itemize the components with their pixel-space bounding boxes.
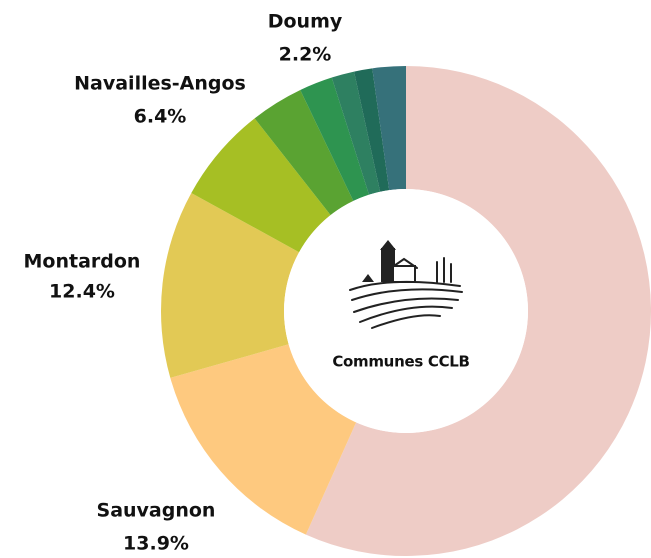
slice <box>254 89 354 216</box>
slice <box>354 68 390 192</box>
slice <box>170 344 357 535</box>
slice-value: 12.4% <box>49 281 115 303</box>
slice-label: Montardon <box>24 251 141 273</box>
slice-label: Sauvagnon <box>97 500 216 522</box>
slice-value: 13.9% <box>123 533 189 555</box>
slice-label: Doumy <box>268 11 343 33</box>
slices <box>161 66 651 556</box>
slice <box>372 66 406 191</box>
slice-value: 6.4% <box>134 106 187 128</box>
slice <box>161 192 300 378</box>
slice-label: Navailles-Angos <box>74 73 246 95</box>
center-label: Communes CCLB <box>332 353 469 371</box>
slice <box>305 66 651 556</box>
slice <box>191 118 331 253</box>
slice-value: 2.2% <box>279 44 332 66</box>
slice <box>331 71 381 195</box>
slice <box>300 77 370 201</box>
donut-hole <box>284 189 528 433</box>
center-icon <box>349 240 463 329</box>
